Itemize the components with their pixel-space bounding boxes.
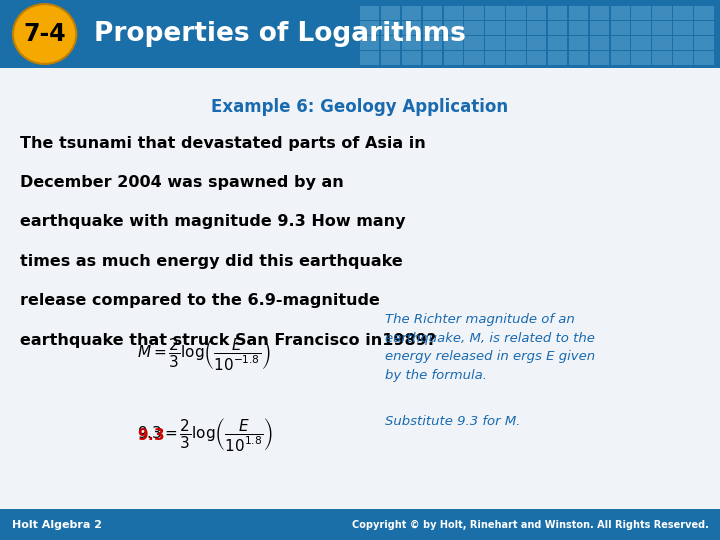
FancyBboxPatch shape [444, 36, 463, 50]
FancyBboxPatch shape [652, 21, 672, 35]
FancyBboxPatch shape [464, 51, 484, 65]
Text: The Richter magnitude of an
earthquake, M, is related to the
energy released in : The Richter magnitude of an earthquake, … [385, 313, 595, 382]
FancyBboxPatch shape [569, 51, 588, 65]
FancyBboxPatch shape [381, 36, 400, 50]
FancyBboxPatch shape [590, 51, 609, 65]
FancyBboxPatch shape [506, 6, 526, 20]
Ellipse shape [13, 4, 76, 64]
FancyBboxPatch shape [402, 36, 421, 50]
FancyBboxPatch shape [444, 6, 463, 20]
FancyBboxPatch shape [694, 51, 714, 65]
FancyBboxPatch shape [527, 21, 546, 35]
FancyBboxPatch shape [485, 21, 505, 35]
Text: Holt Algebra 2: Holt Algebra 2 [12, 519, 102, 530]
FancyBboxPatch shape [631, 6, 651, 20]
FancyBboxPatch shape [402, 21, 421, 35]
FancyBboxPatch shape [402, 6, 421, 20]
FancyBboxPatch shape [464, 6, 484, 20]
FancyBboxPatch shape [444, 21, 463, 35]
Text: $\mathbf{9.3}$: $\mathbf{9.3}$ [137, 427, 165, 443]
FancyBboxPatch shape [548, 21, 567, 35]
FancyBboxPatch shape [694, 36, 714, 50]
Text: 7-4: 7-4 [23, 22, 66, 46]
FancyBboxPatch shape [548, 36, 567, 50]
FancyBboxPatch shape [652, 36, 672, 50]
FancyBboxPatch shape [569, 21, 588, 35]
FancyBboxPatch shape [673, 51, 693, 65]
FancyBboxPatch shape [631, 36, 651, 50]
Text: December 2004 was spawned by an: December 2004 was spawned by an [20, 175, 344, 190]
FancyBboxPatch shape [381, 51, 400, 65]
FancyBboxPatch shape [590, 36, 609, 50]
FancyBboxPatch shape [569, 36, 588, 50]
FancyBboxPatch shape [485, 6, 505, 20]
Text: Example 6: Geology Application: Example 6: Geology Application [212, 98, 508, 116]
FancyBboxPatch shape [464, 21, 484, 35]
FancyBboxPatch shape [423, 36, 442, 50]
FancyBboxPatch shape [590, 21, 609, 35]
FancyBboxPatch shape [548, 51, 567, 65]
Text: $M = \dfrac{2}{3}\log\!\left(\dfrac{E}{10^{-1.8}}\right)$: $M = \dfrac{2}{3}\log\!\left(\dfrac{E}{1… [137, 335, 270, 372]
FancyBboxPatch shape [673, 36, 693, 50]
FancyBboxPatch shape [652, 51, 672, 65]
Text: Copyright © by Holt, Rinehart and Winston. All Rights Reserved.: Copyright © by Holt, Rinehart and Winsto… [351, 519, 708, 530]
FancyBboxPatch shape [527, 6, 546, 20]
FancyBboxPatch shape [360, 36, 379, 50]
FancyBboxPatch shape [611, 21, 630, 35]
Text: earthquake that struck San Francisco in1989?: earthquake that struck San Francisco in1… [20, 333, 436, 348]
FancyBboxPatch shape [506, 36, 526, 50]
FancyBboxPatch shape [381, 21, 400, 35]
FancyBboxPatch shape [464, 36, 484, 50]
FancyBboxPatch shape [631, 21, 651, 35]
FancyBboxPatch shape [360, 6, 379, 20]
FancyBboxPatch shape [694, 6, 714, 20]
FancyBboxPatch shape [0, 509, 720, 540]
FancyBboxPatch shape [360, 21, 379, 35]
FancyBboxPatch shape [611, 6, 630, 20]
Text: earthquake with magnitude 9.3 How many: earthquake with magnitude 9.3 How many [20, 214, 405, 230]
FancyBboxPatch shape [611, 36, 630, 50]
FancyBboxPatch shape [423, 21, 442, 35]
FancyBboxPatch shape [444, 51, 463, 65]
Text: $9.3 = \dfrac{2}{3}\log\!\left(\dfrac{E}{10^{1.8}}\right)$: $9.3 = \dfrac{2}{3}\log\!\left(\dfrac{E}… [137, 416, 272, 453]
Text: Substitute 9.3 for M.: Substitute 9.3 for M. [385, 415, 521, 428]
FancyBboxPatch shape [527, 36, 546, 50]
FancyBboxPatch shape [569, 6, 588, 20]
FancyBboxPatch shape [673, 21, 693, 35]
FancyBboxPatch shape [402, 51, 421, 65]
Text: Properties of Logarithms: Properties of Logarithms [94, 21, 465, 47]
FancyBboxPatch shape [485, 51, 505, 65]
Text: release compared to the 6.9-magnitude: release compared to the 6.9-magnitude [20, 293, 380, 308]
FancyBboxPatch shape [694, 21, 714, 35]
FancyBboxPatch shape [527, 51, 546, 65]
FancyBboxPatch shape [0, 0, 720, 68]
FancyBboxPatch shape [673, 6, 693, 20]
FancyBboxPatch shape [590, 6, 609, 20]
FancyBboxPatch shape [381, 6, 400, 20]
FancyBboxPatch shape [611, 51, 630, 65]
FancyBboxPatch shape [506, 51, 526, 65]
FancyBboxPatch shape [652, 6, 672, 20]
FancyBboxPatch shape [360, 51, 379, 65]
Text: times as much energy did this earthquake: times as much energy did this earthquake [20, 254, 403, 269]
FancyBboxPatch shape [485, 36, 505, 50]
FancyBboxPatch shape [631, 51, 651, 65]
FancyBboxPatch shape [506, 21, 526, 35]
FancyBboxPatch shape [423, 6, 442, 20]
FancyBboxPatch shape [423, 51, 442, 65]
FancyBboxPatch shape [548, 6, 567, 20]
Text: The tsunami that devastated parts of Asia in: The tsunami that devastated parts of Asi… [20, 136, 426, 151]
